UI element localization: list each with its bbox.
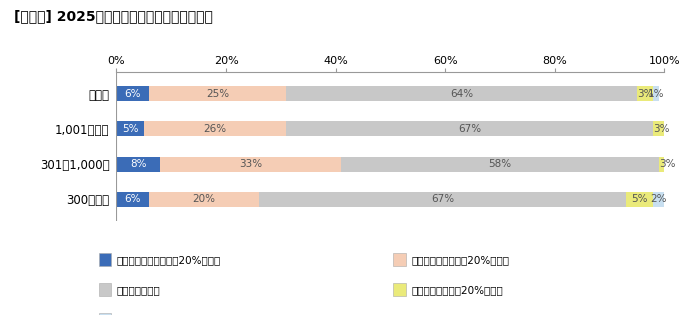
Text: 26%: 26%: [203, 124, 227, 134]
Text: 6%: 6%: [125, 89, 141, 99]
Text: 3%: 3%: [637, 89, 653, 99]
Bar: [144, 122, 286, 136]
Bar: [626, 192, 653, 207]
Text: 58%: 58%: [488, 159, 512, 169]
Text: 5%: 5%: [122, 124, 138, 134]
Text: ほぼ変わらない: ほぼ変わらない: [116, 285, 160, 295]
Text: 5%: 5%: [632, 194, 648, 204]
Text: 20%: 20%: [192, 194, 216, 204]
Text: [図表４] 2025年卒採用の活動予算の前年比較: [図表４] 2025年卒採用の活動予算の前年比較: [14, 9, 212, 23]
Text: 67%: 67%: [458, 124, 482, 134]
Text: 33%: 33%: [239, 159, 262, 169]
Bar: [286, 86, 637, 101]
Bar: [286, 122, 653, 136]
Bar: [116, 122, 144, 136]
Bar: [653, 192, 664, 207]
Text: やや減る見込み（20%未満）: やや減る見込み（20%未満）: [411, 285, 503, 295]
Bar: [149, 192, 259, 207]
Bar: [149, 86, 286, 101]
Text: 3%: 3%: [659, 159, 675, 169]
Text: 8%: 8%: [130, 159, 147, 169]
Bar: [637, 86, 653, 101]
Text: 64%: 64%: [450, 89, 473, 99]
Text: 25%: 25%: [206, 89, 229, 99]
Text: 67%: 67%: [431, 194, 454, 204]
Bar: [259, 192, 626, 207]
Text: 6%: 6%: [125, 194, 141, 204]
Bar: [653, 122, 670, 136]
Text: 3%: 3%: [653, 124, 670, 134]
Text: やや増える見込み（20%未満）: やや増える見込み（20%未満）: [411, 255, 509, 265]
Text: 1%: 1%: [648, 89, 664, 99]
Bar: [116, 192, 149, 207]
Text: かなり増える見込み（20%以上）: かなり増える見込み（20%以上）: [116, 255, 221, 265]
Text: 2%: 2%: [651, 194, 667, 204]
Bar: [653, 86, 659, 101]
Bar: [341, 157, 659, 171]
Bar: [160, 157, 341, 171]
Bar: [116, 86, 149, 101]
Bar: [116, 157, 160, 171]
Bar: [659, 157, 675, 171]
